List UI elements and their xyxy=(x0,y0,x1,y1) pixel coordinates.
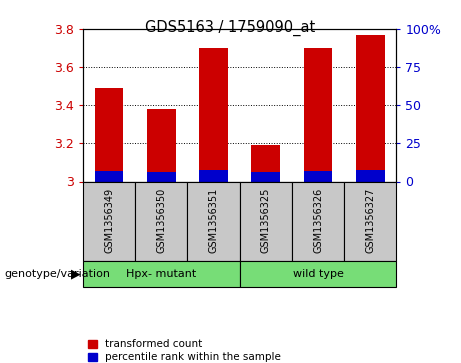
Text: GSM1356349: GSM1356349 xyxy=(104,188,114,253)
Bar xyxy=(240,261,396,287)
Text: GSM1356350: GSM1356350 xyxy=(156,188,166,253)
Bar xyxy=(304,48,332,182)
Text: genotype/variation: genotype/variation xyxy=(5,269,111,279)
Text: Hpx- mutant: Hpx- mutant xyxy=(126,269,196,279)
Text: GSM1356351: GSM1356351 xyxy=(208,188,219,253)
Bar xyxy=(292,182,344,261)
Bar xyxy=(188,182,240,261)
Bar xyxy=(356,35,384,182)
Bar xyxy=(304,171,332,182)
Bar xyxy=(199,171,228,182)
Text: GSM1356327: GSM1356327 xyxy=(365,188,375,253)
Bar xyxy=(83,182,135,261)
Bar xyxy=(356,171,384,182)
Bar xyxy=(147,172,176,182)
Bar xyxy=(83,261,240,287)
Bar xyxy=(199,48,228,182)
Bar xyxy=(344,182,396,261)
Bar xyxy=(240,182,292,261)
Text: GSM1356326: GSM1356326 xyxy=(313,188,323,253)
Bar xyxy=(135,182,188,261)
Bar xyxy=(252,145,280,182)
Text: ▶: ▶ xyxy=(71,268,81,281)
Bar xyxy=(95,171,124,182)
Bar xyxy=(95,88,124,182)
Text: GDS5163 / 1759090_at: GDS5163 / 1759090_at xyxy=(145,20,316,36)
Bar xyxy=(252,172,280,182)
Bar xyxy=(147,109,176,182)
Legend: transformed count, percentile rank within the sample: transformed count, percentile rank withi… xyxy=(88,339,281,362)
Text: GSM1356325: GSM1356325 xyxy=(261,188,271,253)
Text: wild type: wild type xyxy=(293,269,343,279)
